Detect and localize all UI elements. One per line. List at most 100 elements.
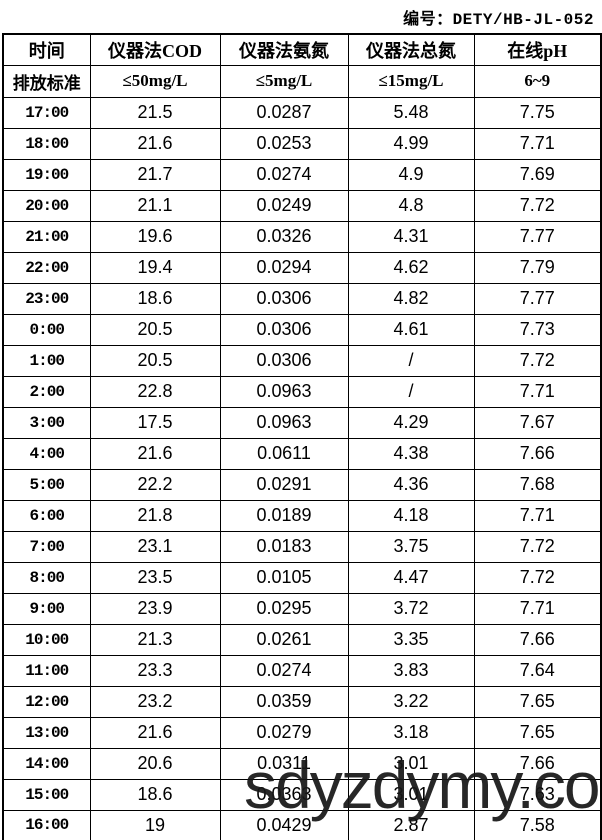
cod-cell: 18.6: [89, 778, 221, 811]
total-nitrogen-cell: 3.18: [347, 716, 475, 749]
total-nitrogen-cell: 4.38: [347, 437, 475, 470]
ammonia-cell: 0.0306: [219, 282, 349, 315]
ammonia-cell: 0.0287: [219, 96, 349, 129]
column-header-time: 时间: [2, 33, 91, 66]
ph-cell: 7.79: [473, 251, 602, 284]
table-row: 23:00 18.6 0.0306 4.82 7.77: [2, 282, 602, 315]
cod-cell: 21.5: [89, 96, 221, 129]
table-header: 时间 仪器法COD 仪器法氨氮 仪器法总氮 在线pH 排放标准 ≤50mg/L …: [2, 33, 602, 98]
total-nitrogen-cell: /: [347, 344, 475, 377]
total-nitrogen-cell: 3.75: [347, 530, 475, 563]
ph-cell: 7.72: [473, 530, 602, 563]
ammonia-cell: 0.0306: [219, 344, 349, 377]
ammonia-cell: 0.0261: [219, 623, 349, 656]
time-cell: 4:00: [2, 437, 91, 470]
ph-cell: 7.63: [473, 778, 602, 811]
table-row: 15:00 18.6 0.0363 3.01 7.63: [2, 778, 602, 811]
ammonia-cell: 0.0359: [219, 685, 349, 718]
ph-cell: 7.73: [473, 313, 602, 346]
time-cell: 15:00: [2, 778, 91, 811]
ammonia-cell: 0.0326: [219, 220, 349, 253]
header-row: 时间 仪器法COD 仪器法氨氮 仪器法总氮 在线pH: [2, 33, 602, 66]
table-row: 19:00 21.7 0.0274 4.9 7.69: [2, 158, 602, 191]
ph-cell: 7.72: [473, 344, 602, 377]
time-cell: 7:00: [2, 530, 91, 563]
total-nitrogen-cell: 3.22: [347, 685, 475, 718]
ph-cell: 7.71: [473, 127, 602, 160]
total-nitrogen-cell: 3.01: [347, 747, 475, 780]
total-nitrogen-cell: /: [347, 375, 475, 408]
standard-total-nitrogen-limit: ≤15mg/L: [347, 64, 475, 98]
table-row: 13:00 21.6 0.0279 3.18 7.65: [2, 716, 602, 749]
cod-cell: 23.9: [89, 592, 221, 625]
time-cell: 10:00: [2, 623, 91, 656]
cod-cell: 20.6: [89, 747, 221, 780]
total-nitrogen-cell: 4.47: [347, 561, 475, 594]
time-cell: 22:00: [2, 251, 91, 284]
ammonia-cell: 0.0306: [219, 313, 349, 346]
table-row: 2:00 22.8 0.0963/7.71: [2, 375, 602, 408]
table-row: 14:00 20.6 0.0311 3.01 7.66: [2, 747, 602, 780]
total-nitrogen-cell: 4.36: [347, 468, 475, 501]
ammonia-cell: 0.0429: [219, 809, 349, 840]
table-row: 6:00 21.8 0.0189 4.18 7.71: [2, 499, 602, 532]
ammonia-cell: 0.0363: [219, 778, 349, 811]
ph-cell: 7.71: [473, 375, 602, 408]
ammonia-cell: 0.0279: [219, 716, 349, 749]
ammonia-cell: 0.0183: [219, 530, 349, 563]
ph-cell: 7.69: [473, 158, 602, 191]
ph-cell: 7.65: [473, 716, 602, 749]
cod-cell: 21.7: [89, 158, 221, 191]
ph-cell: 7.68: [473, 468, 602, 501]
ammonia-cell: 0.0274: [219, 158, 349, 191]
table-row: 9:00 23.9 0.0295 3.72 7.71: [2, 592, 602, 625]
table-row: 21:00 19.6 0.0326 4.31 7.77: [2, 220, 602, 253]
ph-cell: 7.66: [473, 437, 602, 470]
ph-cell: 7.71: [473, 499, 602, 532]
table-row: 12:00 23.2 0.0359 3.22 7.65: [2, 685, 602, 718]
standard-cod-limit: ≤50mg/L: [89, 64, 221, 98]
table-row: 8:00 23.5 0.0105 4.47 7.72: [2, 561, 602, 594]
time-cell: 6:00: [2, 499, 91, 532]
time-cell: 21:00: [2, 220, 91, 253]
table-row: 22:00 19.4 0.0294 4.62 7.79: [2, 251, 602, 284]
total-nitrogen-cell: 4.9: [347, 158, 475, 191]
total-nitrogen-cell: 4.82: [347, 282, 475, 315]
standard-ammonia-limit: ≤5mg/L: [219, 64, 349, 98]
total-nitrogen-cell: 4.61: [347, 313, 475, 346]
time-cell: 0:00: [2, 313, 91, 346]
ph-cell: 7.75: [473, 96, 602, 129]
time-cell: 18:00: [2, 127, 91, 160]
cod-cell: 23.3: [89, 654, 221, 687]
total-nitrogen-cell: 4.62: [347, 251, 475, 284]
standard-ph-range: 6~9: [473, 64, 602, 98]
cod-cell: 21.6: [89, 127, 221, 160]
cod-cell: 19: [89, 809, 221, 840]
column-header-total-nitrogen: 仪器法总氮: [347, 33, 475, 66]
time-cell: 9:00: [2, 592, 91, 625]
total-nitrogen-cell: 4.31: [347, 220, 475, 253]
table-body: 17:00 21.5 0.0287 5.48 7.75 18:00 21.6 0.0253 4.…: [2, 96, 602, 840]
ammonia-cell: 0.0253: [219, 127, 349, 160]
column-header-cod: 仪器法COD: [89, 33, 221, 66]
total-nitrogen-cell: 3.72: [347, 592, 475, 625]
ph-cell: 7.71: [473, 592, 602, 625]
ph-cell: 7.66: [473, 747, 602, 780]
cod-cell: 22.2: [89, 468, 221, 501]
time-cell: 1:00: [2, 344, 91, 377]
time-cell: 20:00: [2, 189, 91, 222]
ammonia-cell: 0.0105: [219, 561, 349, 594]
cod-cell: 17.5: [89, 406, 221, 439]
document-number: 编号：DETY/HB-JL-052: [403, 10, 594, 29]
time-cell: 8:00: [2, 561, 91, 594]
table-row: 16:00 19 0.0429 2.87 7.58: [2, 809, 602, 840]
ammonia-cell: 0.0295: [219, 592, 349, 625]
total-nitrogen-cell: 4.8: [347, 189, 475, 222]
cod-cell: 23.5: [89, 561, 221, 594]
column-header-ph: 在线pH: [473, 33, 602, 66]
total-nitrogen-cell: 4.99: [347, 127, 475, 160]
ph-cell: 7.66: [473, 623, 602, 656]
ammonia-cell: 0.0291: [219, 468, 349, 501]
ammonia-cell: 0.0611: [219, 437, 349, 470]
standards-row: 排放标准 ≤50mg/L ≤5mg/L ≤15mg/L 6~9: [2, 64, 602, 98]
